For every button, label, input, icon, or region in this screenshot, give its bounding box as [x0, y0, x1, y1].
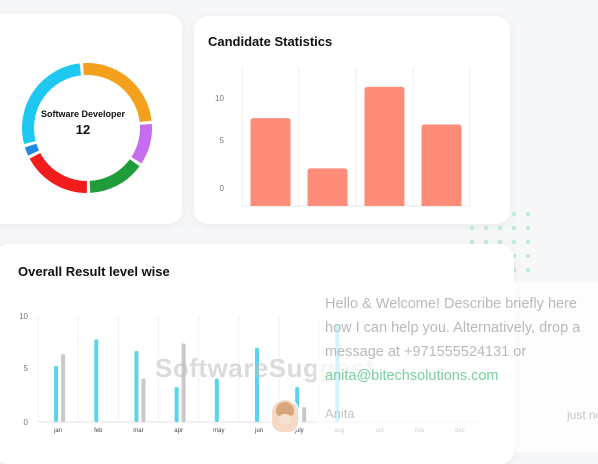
donut-segment[interactable] [131, 124, 152, 164]
y-tick-label: 10 [215, 94, 224, 103]
y-tick-label: 10 [19, 312, 28, 321]
chat-widget[interactable]: Hello & Welcome! Describe briefly here h… [316, 282, 598, 452]
candidate-statistics-title: Candidate Statistics [208, 34, 333, 49]
chat-message-line: Hello & Welcome! Describe briefly here [325, 296, 577, 312]
bar[interactable] [181, 343, 186, 422]
role-donut-chart [22, 63, 152, 193]
x-tick-label: jun [254, 428, 263, 434]
donut-count-value: 12 [75, 122, 91, 137]
y-tick-label: 5 [220, 136, 225, 145]
x-tick-label: july [294, 428, 304, 434]
chat-agent-name: Anita [325, 406, 355, 421]
donut-segment[interactable] [89, 159, 140, 193]
bar[interactable] [302, 407, 307, 422]
bar[interactable] [364, 86, 405, 206]
bar[interactable] [61, 354, 66, 422]
bar[interactable] [307, 168, 348, 206]
y-tick-label: 5 [24, 364, 29, 373]
decorative-dot-grid [469, 211, 531, 273]
bar[interactable] [94, 339, 99, 422]
bar[interactable] [214, 378, 219, 422]
role-donut-card: Software Developer 12 [0, 14, 182, 224]
bar[interactable] [141, 378, 146, 422]
x-tick-label: mar [133, 428, 143, 434]
donut-role-label: Software Developer [40, 109, 126, 119]
chat-email-link[interactable]: anita@bitechsolutions.com [325, 368, 499, 384]
x-tick-label: jan [53, 428, 62, 434]
x-tick-label: feb [94, 428, 103, 434]
chat-message-line: message at +971555524131 or [325, 344, 527, 360]
bar[interactable] [54, 365, 59, 422]
donut-segment[interactable] [22, 63, 82, 145]
donut-segment[interactable] [29, 152, 88, 193]
chat-message-line: how I can help you. Alternatively, drop … [325, 320, 581, 336]
bar[interactable] [174, 387, 179, 422]
chat-timestamp: just now [567, 408, 598, 422]
y-tick-label: 0 [24, 418, 29, 427]
candidate-statistics-card: Candidate Statistics 10 5 0 [194, 16, 510, 224]
bar[interactable] [250, 118, 291, 206]
bar[interactable] [255, 347, 259, 422]
y-tick-label: 0 [220, 184, 225, 193]
x-tick-label: may [213, 428, 224, 434]
bar[interactable] [134, 350, 139, 422]
donut-segment[interactable] [24, 143, 40, 156]
donut-segment[interactable] [83, 63, 152, 123]
bar[interactable] [421, 124, 462, 206]
overall-result-title: Overall Result level wise [18, 264, 170, 279]
agent-avatar[interactable] [272, 400, 298, 432]
x-tick-label: apr [174, 428, 183, 434]
candidate-statistics-chart: 10 5 0 [215, 68, 471, 207]
chat-message: Hello & Welcome! Describe briefly here h… [325, 292, 598, 388]
